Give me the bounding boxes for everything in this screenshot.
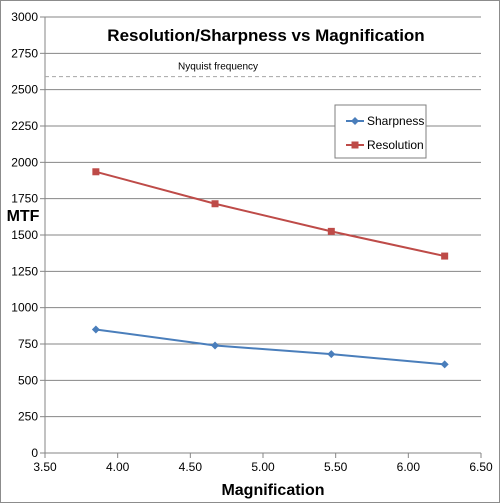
y-tick-label: 1750: [11, 192, 38, 206]
chart-title: Resolution/Sharpness vs Magnification: [107, 26, 424, 45]
x-tick-label: 4.50: [179, 460, 203, 474]
series-layer: [91, 168, 449, 369]
x-tick-label: 6.00: [397, 460, 421, 474]
y-tick-label: 2500: [11, 83, 38, 97]
data-point-sharpness: [440, 360, 449, 369]
data-point-sharpness: [327, 350, 336, 359]
y-tick-labels: 0 250 500 750 1000 1250 1500 1750 2000 2250 2500 27…: [11, 10, 38, 460]
x-tick-label: 4.00: [106, 460, 130, 474]
series-line-sharpness: [95, 328, 445, 366]
nyquist-reference-label: Nyquist frequency: [178, 62, 258, 73]
x-tick-label: 5.00: [251, 460, 275, 474]
y-tick-label: 1250: [11, 264, 38, 278]
data-point-resolution: [211, 200, 219, 208]
y-tick-label: 1500: [11, 228, 38, 242]
y-tick-label: 2750: [11, 46, 38, 60]
legend-label-sharpness: Sharpness: [367, 114, 424, 128]
data-point-resolution: [327, 227, 335, 235]
legend-marker-sharpness: [351, 117, 359, 125]
y-tick-label: 2000: [11, 155, 38, 169]
y-tick-label: 2250: [11, 119, 38, 133]
legend-items: Sharpness Resolution: [346, 114, 424, 152]
data-point-resolution: [441, 252, 449, 260]
y-tick-label: 500: [18, 373, 38, 387]
data-point-sharpness: [211, 341, 220, 350]
gridlines: [40, 16, 482, 458]
y-tick-label: 250: [18, 410, 38, 424]
y-tick-label: 750: [18, 337, 38, 351]
series-line-resolution: [95, 170, 445, 258]
data-point-sharpness: [91, 325, 100, 334]
x-tick-label: 5.50: [324, 460, 348, 474]
legend-label-resolution: Resolution: [367, 138, 424, 152]
y-tick-label: 0: [31, 446, 38, 460]
x-tick-label: 6.50: [469, 460, 493, 474]
y-axis-title: MTF: [7, 208, 40, 225]
data-point-resolution: [92, 168, 100, 176]
legend: Sharpness Resolution: [334, 104, 427, 159]
legend-marker-resolution: [351, 141, 359, 149]
legend-box: [334, 104, 427, 159]
y-tick-label: 1000: [11, 301, 38, 315]
y-tick-label: 3000: [11, 10, 38, 24]
x-tick-labels: 3.50 4.00 4.50 5.00 5.50 6.00 6.50: [33, 460, 493, 474]
x-axis-title: Magnification: [221, 482, 324, 499]
x-tick-label: 3.50: [33, 460, 57, 474]
